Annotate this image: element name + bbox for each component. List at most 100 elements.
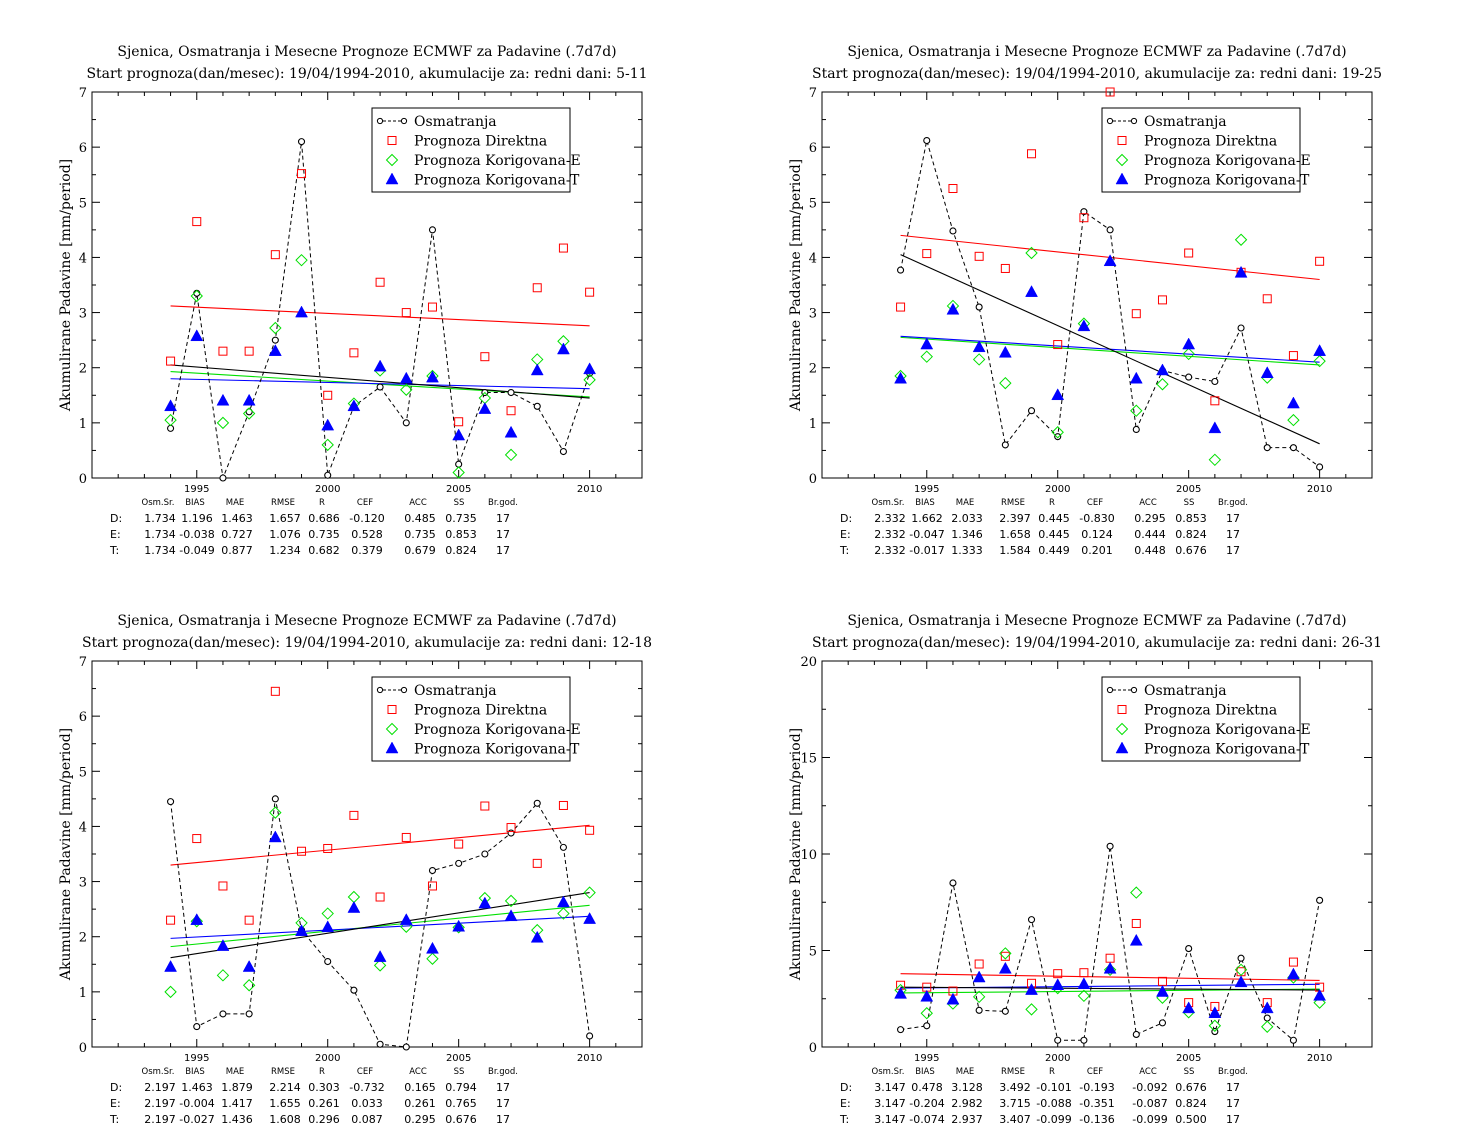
point-corrE (1051, 426, 1064, 439)
point-corrT (1287, 396, 1300, 409)
stats-cell: 2.982 (951, 1097, 983, 1110)
point-obs (350, 986, 358, 994)
point-obs (402, 419, 410, 427)
point-corrT (164, 960, 177, 972)
point-direct (1105, 953, 1115, 963)
x-tick-label: 1995 (914, 1053, 939, 1064)
y-tick-label: 1 (809, 417, 817, 432)
point-corrE (999, 376, 1012, 390)
point-corrT (557, 895, 570, 908)
point-obs (1106, 842, 1114, 850)
chart-panel-2: Sjenica, Osmatranja i Mesecne Prognoze E… (788, 44, 1382, 557)
point-corrT (1051, 388, 1065, 401)
trend-line-corrT (170, 915, 590, 939)
point-corrE (190, 915, 203, 928)
stats-cell: 2.332 (874, 544, 906, 557)
point-corrT (452, 919, 466, 932)
legend-marker-obs (1130, 686, 1138, 694)
stats-header-cell: Br.god. (488, 1067, 518, 1077)
stats-cell: 0.824 (1175, 1097, 1207, 1110)
point-direct (1079, 968, 1089, 978)
point-obs (376, 383, 384, 391)
point-direct (454, 417, 464, 427)
point-obs (559, 843, 567, 851)
point-corrE (242, 407, 256, 420)
chart-title: Sjenica, Osmatranja i Mesecne Prognoze E… (117, 613, 616, 629)
point-corrE (1208, 453, 1222, 467)
stats-row-label: E: (110, 1097, 121, 1110)
point-corrT (321, 920, 335, 933)
point-obs (1054, 433, 1062, 441)
stats-cell: 1.584 (999, 544, 1031, 557)
stats-cell: 0.676 (1175, 1081, 1207, 1094)
stats-header-cell: Osm.Sr. (872, 1067, 905, 1077)
point-direct (974, 959, 984, 969)
point-obs (324, 957, 332, 966)
y-tick-label: 1 (79, 417, 87, 432)
point-corrT (1077, 319, 1091, 332)
point-corrE (400, 383, 413, 396)
point-corrE (347, 890, 361, 904)
point-obs (1027, 407, 1036, 415)
stats-header-cell: R (319, 1067, 325, 1077)
legend-label-direct: Prognoza Direktna (1144, 134, 1277, 150)
point-obs (402, 1043, 410, 1051)
y-tick-label: 5 (79, 196, 87, 211)
point-corrE (321, 438, 334, 452)
stats-cell: 0.296 (308, 1113, 340, 1126)
point-corrT (1025, 285, 1038, 297)
point-corrE (452, 921, 465, 934)
point-corrE (1313, 996, 1326, 1009)
point-obs (1263, 1014, 1271, 1022)
stats-cell: -0.088 (1036, 1097, 1071, 1110)
point-corrE (1130, 886, 1143, 899)
legend-marker-direct (387, 136, 397, 145)
stats-header-cell: Br.god. (488, 498, 518, 508)
stats-row-label: D: (840, 1081, 852, 1094)
stats-cell: 2.332 (874, 528, 906, 541)
stats-header-cell: MAE (956, 1067, 975, 1077)
stats-cell: 1.076 (269, 528, 301, 541)
point-corrE (1025, 1003, 1038, 1016)
point-corrE (269, 806, 282, 819)
point-obs (219, 474, 227, 482)
point-corrT (504, 425, 518, 438)
stats-cell: 0.033 (351, 1097, 383, 1110)
point-obs (1185, 945, 1193, 953)
point-obs (897, 266, 905, 274)
point-corrE (216, 416, 230, 430)
trend-line-obs (170, 364, 590, 399)
point-corrT (216, 939, 230, 951)
point-corrT (1260, 1001, 1274, 1014)
stats-cell: 1.879 (221, 1081, 253, 1094)
point-corrT (452, 428, 466, 441)
obs-series-line (170, 798, 591, 1048)
stats-cell: 17 (496, 1097, 510, 1110)
point-corrE (1261, 1020, 1274, 1033)
point-obs (897, 1026, 905, 1034)
point-direct (948, 184, 958, 193)
point-direct (558, 243, 568, 253)
point-corrT (164, 399, 177, 412)
point-direct (532, 283, 542, 293)
legend-label-direct: Prognoza Direktna (414, 703, 547, 719)
y-tick-label: 1 (79, 986, 87, 1001)
point-obs (507, 829, 515, 837)
stats-cell: -0.193 (1079, 1081, 1114, 1094)
stats-row-label: T: (109, 544, 119, 557)
y-tick-label: 3 (79, 876, 87, 891)
y-tick-label: 2 (79, 362, 87, 377)
stats-cell: 2.332 (874, 512, 906, 525)
stats-cell: 0.449 (1038, 544, 1070, 557)
point-direct (270, 250, 280, 260)
y-tick-label: 7 (809, 86, 817, 101)
point-corrE (1156, 378, 1169, 391)
y-tick-label: 3 (79, 307, 87, 322)
point-corrE (1182, 347, 1195, 361)
x-tick-label: 1995 (914, 484, 939, 495)
stats-cell: 17 (496, 544, 510, 557)
legend-marker-direct (387, 705, 397, 714)
stats-cell: 0.853 (1175, 512, 1207, 525)
point-direct (480, 801, 490, 811)
point-direct (974, 251, 984, 261)
